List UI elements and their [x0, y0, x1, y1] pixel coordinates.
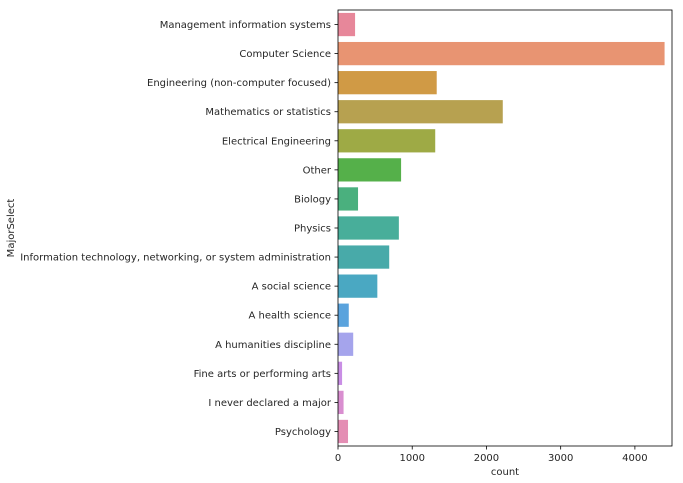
- y-tick-label: Biology: [294, 194, 331, 205]
- bar: [338, 129, 436, 153]
- y-tick-label: Psychology: [275, 427, 331, 438]
- bar: [338, 216, 399, 240]
- bar: [338, 41, 665, 66]
- bar: [338, 390, 344, 415]
- bar: [338, 332, 354, 356]
- bar: [338, 100, 503, 124]
- y-tick-label: A humanities discipline: [215, 340, 331, 351]
- y-tick-label: Fine arts or performing arts: [194, 369, 331, 380]
- x-axis-label: count: [491, 467, 519, 478]
- y-tick-label: Engineering (non-computer focused): [147, 78, 331, 89]
- x-tick-label: 4000: [622, 453, 647, 464]
- y-tick-label: Management information systems: [160, 20, 331, 31]
- bar: [338, 71, 437, 95]
- bar: [338, 158, 402, 182]
- y-axis-ticks: Management information systems Computer S…: [20, 20, 338, 438]
- bars-group: [338, 12, 665, 444]
- y-tick-label: I never declared a major: [208, 398, 332, 409]
- y-tick-label: Information technology, networking, or s…: [20, 253, 331, 264]
- y-tick-label: Mathematics or statistics: [205, 107, 331, 118]
- y-tick-label: Electrical Engineering: [222, 136, 331, 147]
- bar: [338, 419, 349, 444]
- y-tick-label: A social science: [252, 282, 331, 293]
- bar: [338, 187, 359, 211]
- x-tick-label: 2000: [474, 453, 499, 464]
- x-tick-label: 1000: [399, 453, 424, 464]
- x-tick-label: 0: [335, 453, 341, 464]
- bar: [338, 274, 378, 298]
- bar: [338, 361, 343, 385]
- x-axis-ticks: 0 1000 2000 3000 4000: [335, 446, 648, 464]
- y-tick-label: A health science: [249, 311, 331, 322]
- y-tick-label: Computer Science: [239, 49, 331, 60]
- bar: [338, 245, 390, 269]
- x-tick-label: 3000: [548, 453, 573, 464]
- plot-frame: [337, 9, 673, 447]
- y-axis-label: MajorSelect: [6, 199, 17, 258]
- bar: [338, 303, 349, 327]
- bar: [338, 12, 356, 37]
- y-tick-label: Physics: [294, 224, 331, 235]
- y-tick-label: Other: [303, 165, 332, 176]
